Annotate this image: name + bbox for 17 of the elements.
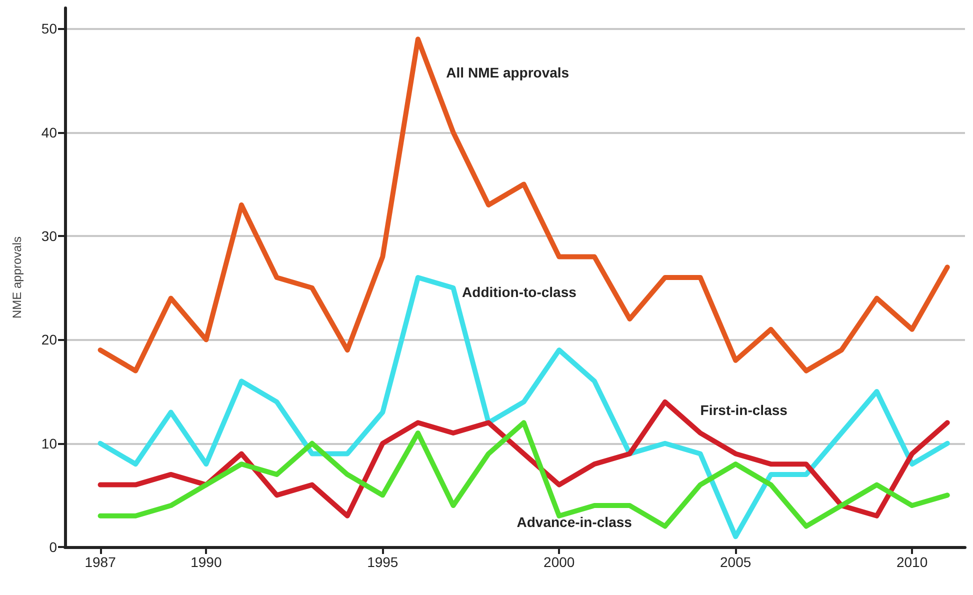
y-tick-label: 50 [41,20,58,37]
x-tick-label: 1995 [367,554,398,570]
series-label: Advance-in-class [516,514,632,530]
series-label: First-in-class [700,402,788,418]
x-tick-label: 2010 [896,554,928,570]
y-tick-label: 0 [49,539,58,555]
y-axis-title: NME approvals [10,236,24,319]
y-tick-label: 40 [41,124,58,140]
y-tick-label: 10 [41,435,58,452]
x-tick-label: 1987 [84,554,116,570]
series-label: All NME approvals [446,64,570,80]
x-tick-label: 2000 [544,554,575,570]
x-tick-label: 2005 [720,554,752,570]
series-label: Addition-to-class [462,284,577,300]
y-tick-label: 20 [41,332,58,348]
x-tick-label: 1990 [190,554,222,570]
y-tick-label: 30 [41,228,58,244]
